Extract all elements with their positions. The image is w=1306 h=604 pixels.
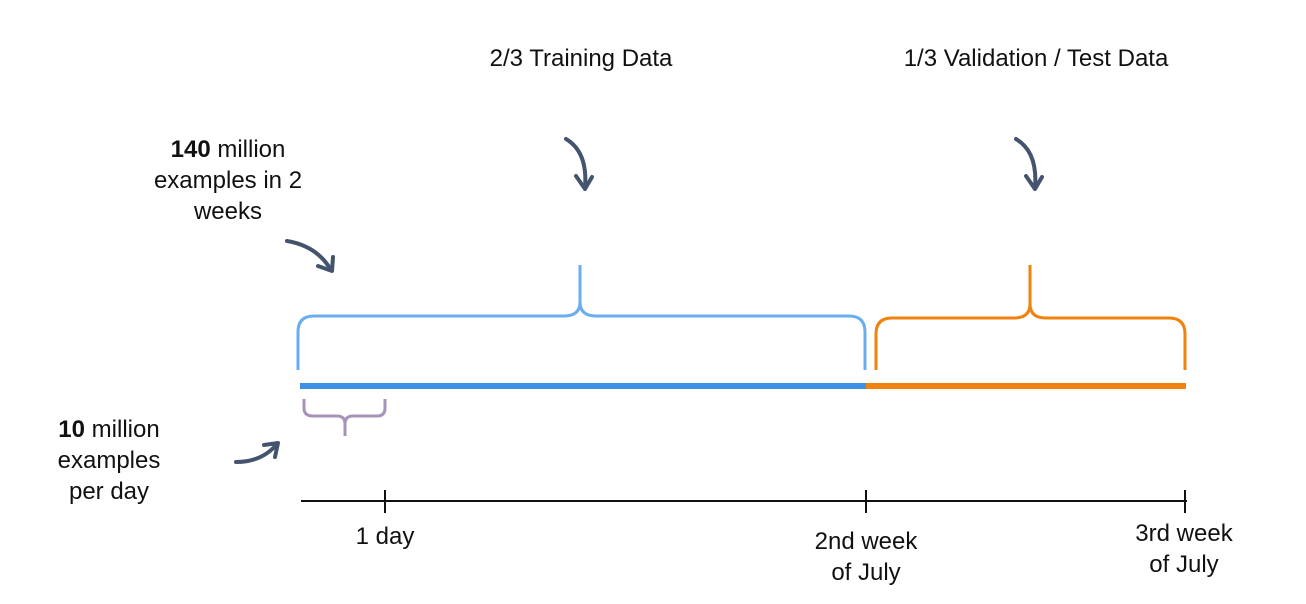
axis-label-2nd-week: 2nd week of July [814,528,918,586]
day-brace [302,399,387,436]
validation-data-label: 1/3 Validation / Test Data [903,45,1169,72]
training-brace [296,265,867,370]
curved-arrow-icon [564,137,594,191]
daily-examples-count: 10 [58,416,85,443]
axis-label-3rd-week: 3rd week of July [1135,520,1233,578]
curved-arrow-icon [1014,137,1044,191]
total-examples-count: 140 [170,136,211,163]
axis-label-1-day: 1 day [355,523,415,550]
curved-arrow-icon [234,441,280,464]
validation-brace [874,265,1187,370]
training-data-label: 2/3 Training Data [489,45,673,72]
curved-arrow-icon [285,239,335,273]
total-examples-label: 140 million examples in 2 weeks [153,136,303,225]
daily-examples-label: 10 million examples per day [57,416,161,505]
